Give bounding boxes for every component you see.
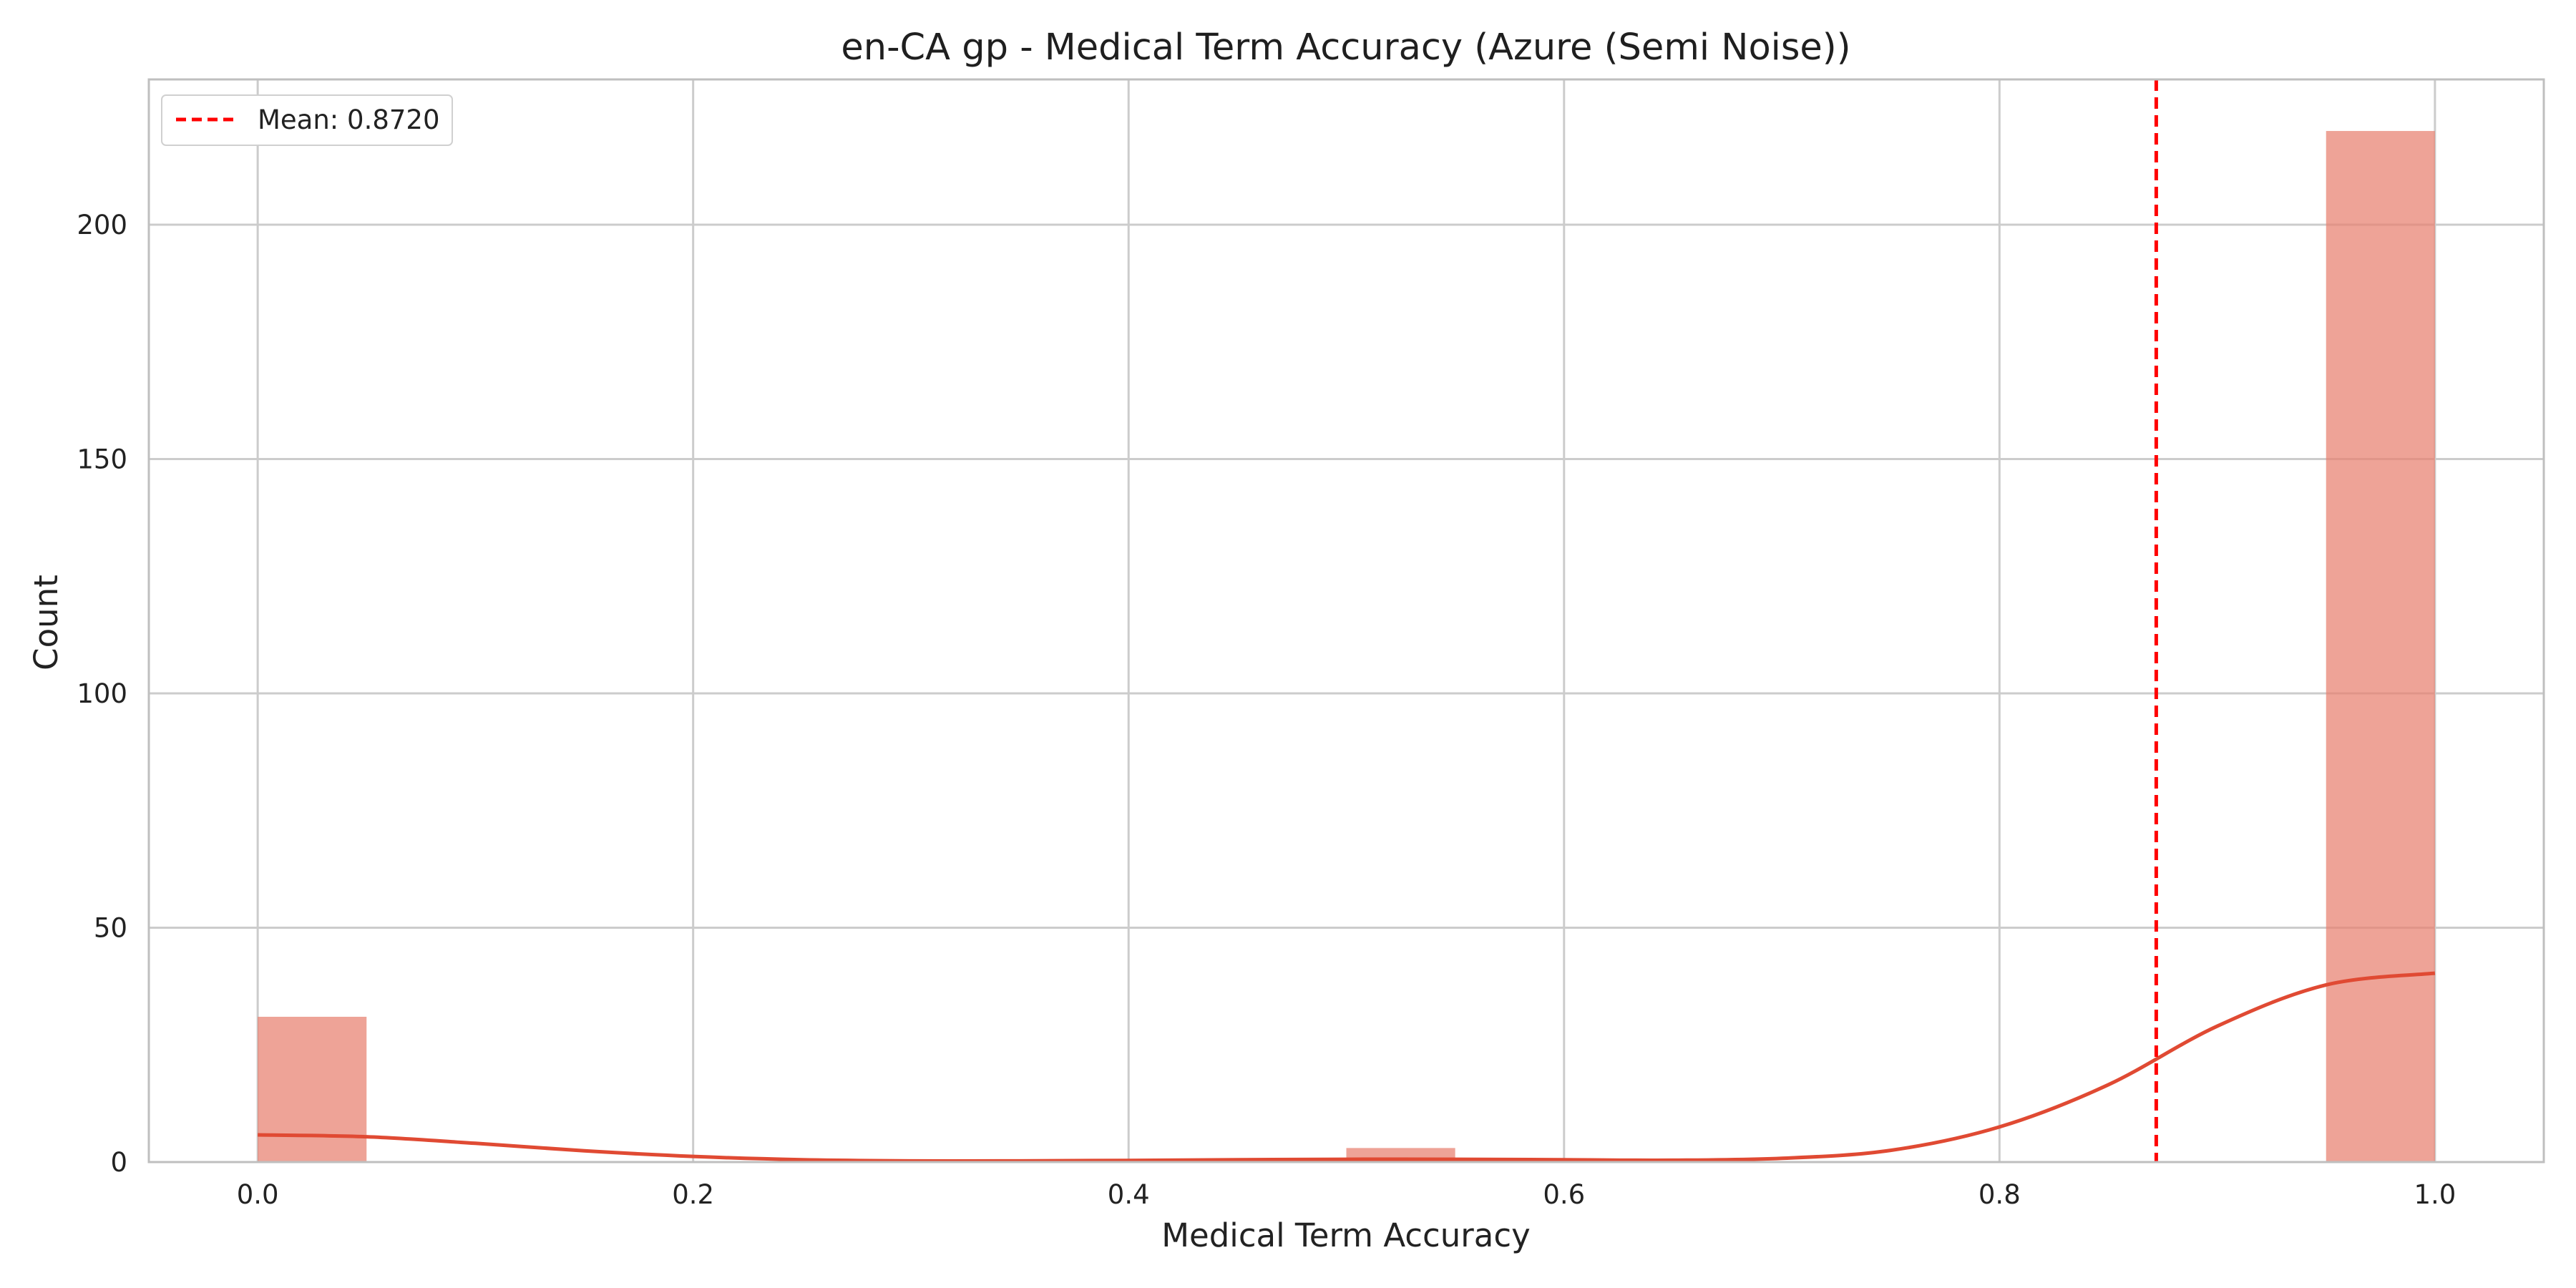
kde-curve [258, 971, 2436, 1163]
legend: Mean: 0.8720 [161, 94, 453, 146]
kde-curve-group [258, 971, 2436, 1163]
y-tick-label-3: 150 [77, 444, 127, 475]
x-tick-labels: 0.0 0.2 0.4 0.6 0.8 1.0 [237, 1179, 2457, 1210]
x-axis-label: Medical Term Accuracy [1161, 1216, 1531, 1254]
legend-box [161, 94, 453, 146]
y-tick-labels: 0 50 100 150 200 [77, 210, 127, 1178]
x-tick-label-3: 0.6 [1543, 1179, 1585, 1210]
chart-title: en-CA gp - Medical Term Accuracy (Azure … [841, 26, 1850, 69]
y-axis-label: Count [27, 575, 65, 670]
x-tick-label-4: 0.8 [1979, 1179, 2021, 1210]
plot-frame [147, 78, 2545, 1163]
x-tick-label-1: 0.2 [672, 1179, 714, 1210]
legend-mean-label: Mean: 0.8720 [258, 104, 440, 135]
y-tick-label-0: 0 [110, 1147, 127, 1178]
y-tick-label-2: 100 [77, 678, 127, 709]
y-tick-label-4: 200 [77, 210, 127, 240]
x-tick-label-2: 0.4 [1108, 1179, 1150, 1210]
y-tick-label-1: 50 [94, 913, 127, 944]
histogram-bar-0 [258, 1016, 367, 1162]
histogram-bar-2 [2326, 131, 2435, 1163]
x-tick-label-5: 1.0 [2414, 1179, 2456, 1210]
x-tick-label-0: 0.0 [237, 1179, 279, 1210]
